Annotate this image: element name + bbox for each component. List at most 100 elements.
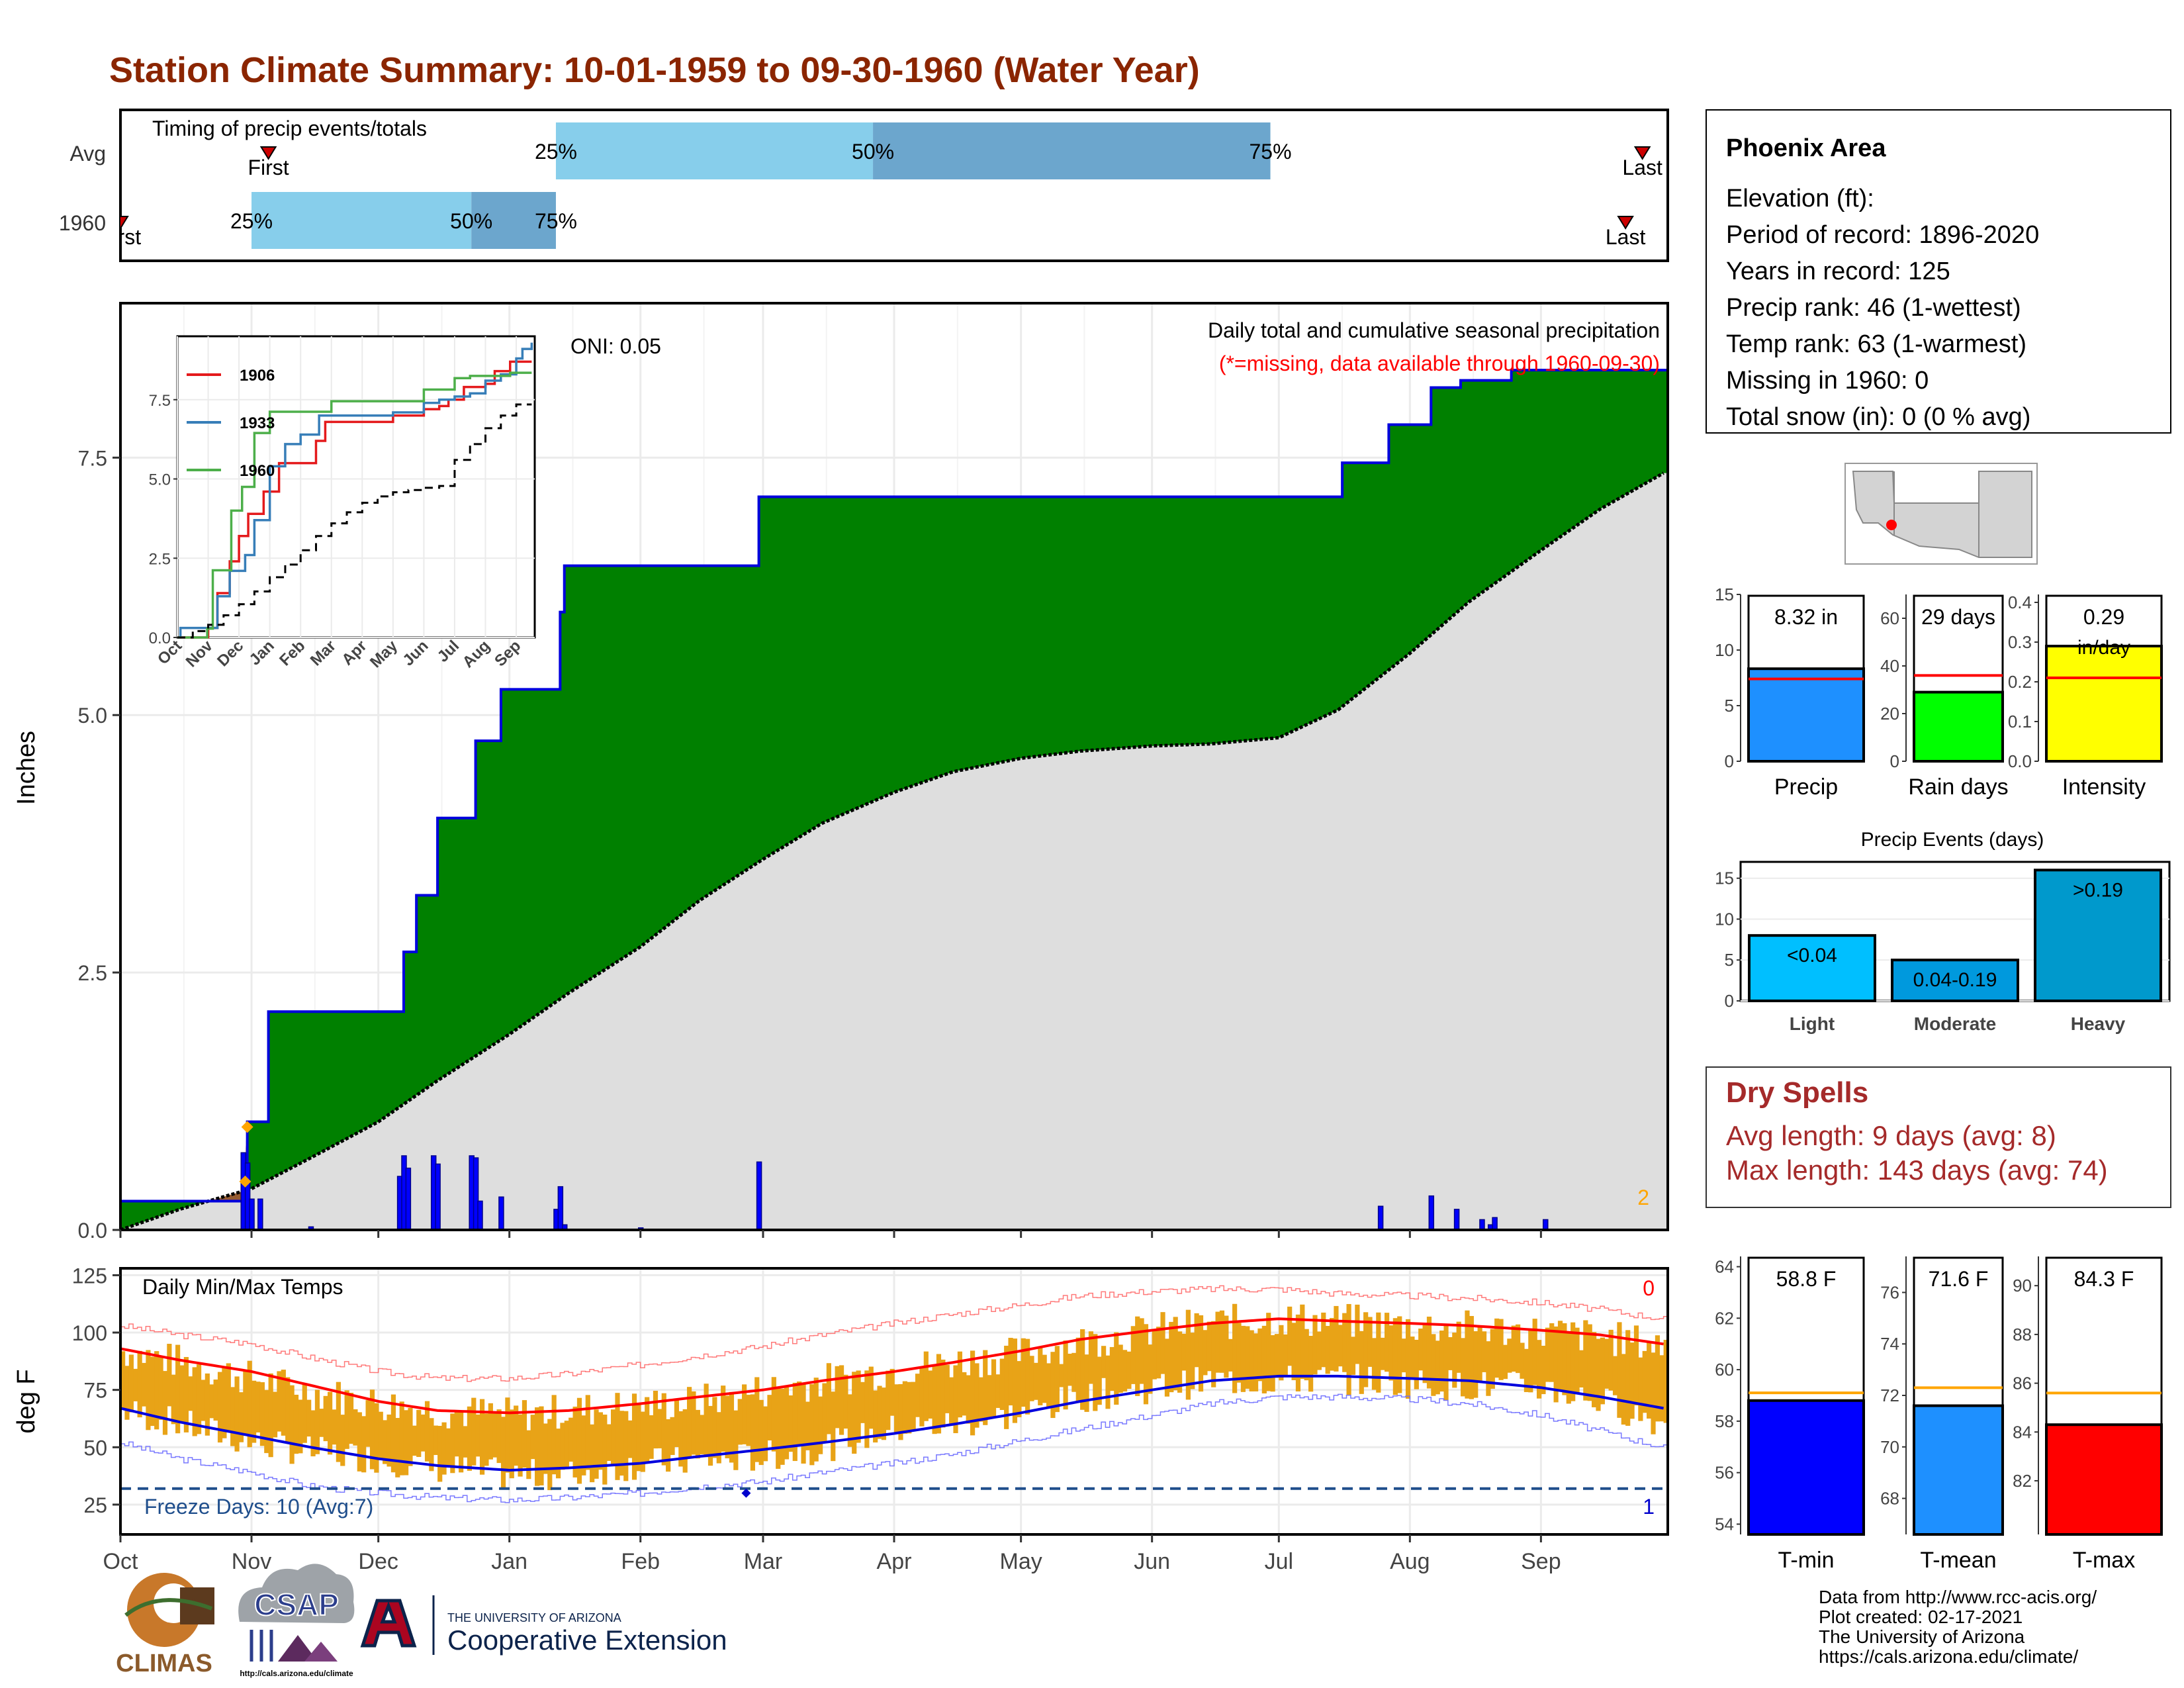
events-ytick-label-0: 0 [1725,991,1734,1011]
temp-daily-range-bar [445,1428,451,1466]
temp-daily-range-bar [1524,1348,1529,1392]
temp-daily-range-bar [978,1377,983,1422]
temp-daily-range-bar [1355,1304,1360,1364]
temp-daily-range-bar [1240,1325,1246,1392]
temp-daily-range-bar [344,1390,349,1449]
temp-count-bottom: 1 [1643,1495,1655,1519]
temp-daily-range-bar [1185,1309,1191,1400]
dry-spells-title: Dry Spells [1726,1076,1868,1109]
temp-daily-range-bar [631,1393,637,1480]
temp-daily-range-bar [1012,1338,1018,1423]
summary-bar-xlabel-tmean: T-mean [1920,1548,1996,1573]
temp-daily-range-bar [551,1395,557,1475]
temp-daily-range-bar [1279,1325,1284,1381]
summary-bar-ytick-label-tmax-4: 90 [2013,1276,2032,1295]
temp-daily-range-bar [594,1409,599,1479]
temp-daily-range-bar [1367,1317,1373,1367]
temp-daily-range-bar [661,1393,666,1466]
temp-daily-range-bar [627,1420,633,1458]
temp-daily-range-bar [758,1399,764,1466]
temp-ytick-label-4: 125 [72,1264,107,1288]
summary-bar-ytick-label-tmean-4: 76 [1880,1282,1899,1302]
summary-bar-ytick-label-tmin-0: 54 [1715,1514,1734,1534]
temp-daily-range-bar [467,1406,473,1471]
temp-daily-range-bar [264,1389,269,1454]
temp-daily-range-bar [1109,1346,1115,1391]
inset-xtick-label-6: Apr [338,637,370,669]
temp-daily-range-bar [530,1415,535,1460]
temp-daily-range-bar [1029,1356,1034,1401]
temp-daily-range-bar [374,1403,379,1473]
temp-daily-range-bar [1245,1326,1250,1389]
temp-daily-range-bar [1232,1303,1238,1393]
university-of-arizona-logo: THE UNIVERSITY OF ARIZONA Cooperative Ex… [360,1595,727,1656]
summary-bar-ytick-label-tmean-1: 70 [1880,1437,1899,1457]
precip-event-marker [241,1121,253,1133]
temp-daily-range-bar [1228,1338,1233,1372]
temp-daily-range-bar [387,1414,392,1467]
temp-daily-range-bar [251,1380,257,1443]
temp-ytick-label-1: 50 [83,1436,107,1460]
summary-bar-ytick-label-tmin-4: 62 [1715,1308,1734,1328]
temp-daily-range-bar [293,1394,299,1454]
temp-daily-range-bar [1224,1315,1229,1378]
station-line-missing: Missing in 1960: 0 [1726,367,1929,395]
temp-daily-range-bar [1287,1306,1293,1366]
temp-daily-range-bar [1291,1323,1297,1381]
temp-daily-range-bar [1342,1313,1347,1372]
inset-line-avg [177,403,532,639]
temp-daily-range-bar [1638,1357,1643,1421]
temp-daily-range-bar [767,1395,772,1441]
temp-daily-range-bar [737,1399,743,1445]
temp-daily-range-bar [1494,1318,1500,1378]
temp-daily-range-bar [1621,1354,1626,1425]
summary-bar-unit-intensity: in/day [2077,637,2130,659]
credit-line-data: Data from http://www.rcc-acis.org/ [1819,1587,2097,1607]
summary-bar-ytick-label-raindays-1: 20 [1880,704,1899,724]
temp-daily-range-bar [1439,1331,1445,1392]
temp-daily-range-bar [1604,1338,1610,1389]
temp-daily-range-bar [1397,1316,1402,1393]
temp-daily-range-bar [217,1372,223,1443]
temp-daily-range-bar [1528,1329,1533,1393]
temp-daily-range-bar [576,1397,582,1484]
temp-daily-range-bar [995,1374,1001,1408]
temp-daily-range-bar [475,1414,480,1457]
timing-first-marker-1960 [120,216,129,230]
temp-daily-range-bar [915,1374,921,1417]
temp-daily-range-bar [535,1407,540,1486]
temp-daily-range-bar [1017,1361,1022,1417]
dry-spells-box: Dry Spells Avg length: 9 days (avg: 8) M… [1706,1066,2171,1208]
temp-daily-range-bar [826,1363,831,1434]
temp-daily-range-bar [847,1394,852,1447]
events-ytick-label-1: 5 [1725,950,1734,970]
summary-bar-ytick-label-tmin-2: 58 [1715,1411,1734,1431]
temp-daily-range-bar [974,1363,979,1428]
temp-daily-range-bar [505,1397,510,1473]
temp-daily-range-bar [383,1420,388,1464]
events-xlabel-moderate: Moderate [1914,1013,1996,1034]
precip-daily-bar [1542,1219,1549,1230]
temp-daily-range-bar [889,1368,895,1416]
temp-daily-range-bar [1380,1337,1385,1370]
temp-daily-range-bar [514,1405,519,1466]
temp-daily-range-bar [957,1351,963,1418]
precip-daily-bar [308,1226,314,1230]
precip-daily-bar [405,1167,412,1230]
temp-daily-range-bar [209,1384,214,1419]
temp-daily-range-bar [645,1397,650,1464]
temp-daily-range-bar [162,1371,168,1435]
temp-daily-range-bar [213,1379,218,1421]
temp-daily-range-bar [877,1385,882,1439]
temp-daily-range-bar [813,1378,819,1462]
precip-events-chart: Precip Events (days) 0 5 10 15 <0.04 Light 0.0… [1715,829,2171,1034]
temp-daily-range-bar [881,1387,887,1440]
temp-daily-range-bar [1647,1342,1652,1419]
inset-legend-label-1933: 1933 [240,414,275,432]
temp-daily-range-bar [471,1397,477,1466]
temp-daily-range-bar [606,1424,612,1462]
precip-chart: 0.0 2.5 5.0 7.5 Inches ONI: 0.05 Daily tota… [13,302,1669,1243]
temp-daily-range-bar [188,1376,193,1411]
temp-daily-range-bar [962,1372,967,1416]
precip-ytick-label-0: 0.0 [78,1219,107,1243]
